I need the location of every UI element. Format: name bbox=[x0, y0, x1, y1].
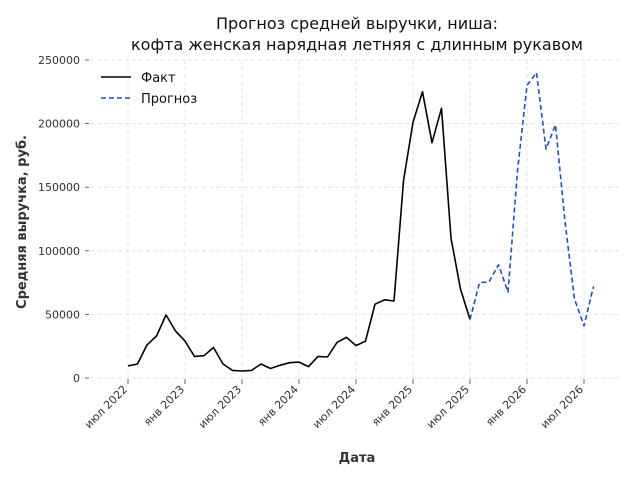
x-tick-label: июл 2026 bbox=[538, 383, 586, 431]
y-tick-label: 150000 bbox=[38, 181, 80, 194]
x-axis-label: Дата bbox=[339, 451, 376, 466]
y-tick-label: 200000 bbox=[38, 118, 80, 131]
x-tick-label: июл 2023 bbox=[196, 383, 244, 431]
y-tick-label: 50000 bbox=[45, 308, 80, 321]
legend-forecast-label: Прогноз bbox=[141, 92, 197, 107]
x-tick-label: янв 2026 bbox=[483, 383, 529, 429]
y-axis-label: Средняя выручка, руб. bbox=[15, 135, 30, 309]
x-tick-label: июл 2024 bbox=[310, 383, 358, 431]
chart-title-line-2: кофта женская нарядная летняя с длинным … bbox=[131, 35, 583, 54]
legend: Факт Прогноз bbox=[101, 71, 197, 107]
plot-area bbox=[127, 71, 595, 372]
x-axis: июл 2022 янв 2023 июл 2023 янв 2024 июл 2024… bbox=[82, 379, 586, 431]
x-tick-label: июл 2025 bbox=[424, 383, 472, 431]
x-tick-label: янв 2023 bbox=[141, 383, 187, 429]
grid bbox=[90, 59, 622, 379]
series-line-fact bbox=[127, 91, 471, 372]
y-tick-label: 0 bbox=[73, 372, 80, 385]
chart-title-line-1: Прогноз средней выручки, ниша: bbox=[216, 14, 498, 33]
x-tick-label: янв 2024 bbox=[255, 383, 301, 429]
x-tick-label: июл 2022 bbox=[82, 383, 130, 431]
y-tick-label: 250000 bbox=[38, 54, 80, 67]
legend-fact-label: Факт bbox=[141, 71, 176, 86]
y-axis: 0 50000 100000 150000 200000 250000 bbox=[38, 54, 89, 385]
x-tick-label: янв 2025 bbox=[369, 383, 415, 429]
y-tick-label: 100000 bbox=[38, 245, 80, 258]
series-line-forecast bbox=[469, 71, 595, 327]
